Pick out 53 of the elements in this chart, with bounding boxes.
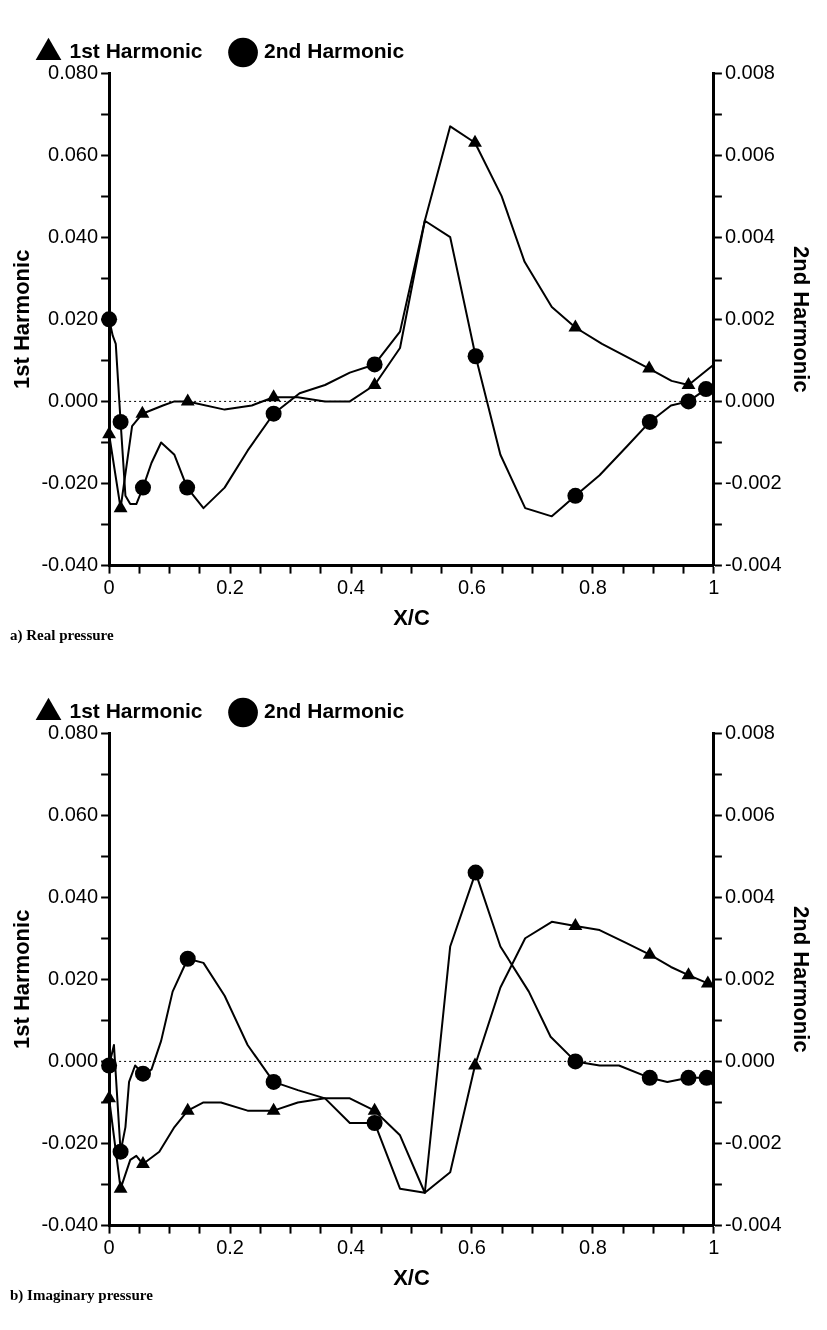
y2-tick-label: 0.000 [724,388,775,411]
y-tick-label: 0.000 [48,1048,99,1071]
x-tick-label: 0.2 [216,576,244,599]
y2-tick-label: 0.008 [724,720,775,743]
x-tick-label: 1 [708,576,720,599]
y-tick-label: -0.040 [41,553,99,576]
x-tick-label: 0 [103,576,115,599]
y-tick-label: -0.040 [41,1213,99,1236]
point [101,311,118,328]
legend-label: 1st Harmonic [69,699,203,723]
y2-axis-title: 2nd Harmonic [788,245,814,393]
text: b) Imaginary pressure [10,1287,154,1305]
y2-tick-label: 0.004 [724,884,775,907]
x-axis-title: X/C [393,604,430,630]
y-axis-title: 1st Harmonic [9,249,35,389]
y2-tick-label: 0.000 [724,1048,775,1071]
y-tick-label: 0.000 [48,388,99,411]
legend-label: 1st Harmonic [69,39,203,63]
y-tick-label: 0.080 [48,720,99,743]
y2-tick-label: -0.004 [724,1213,782,1236]
legend-label: 2nd Harmonic [264,699,405,723]
x-tick-label: 0.4 [337,576,365,599]
y2-tick-label: -0.002 [724,471,782,494]
x-tick-label: 1 [708,1236,720,1259]
text: a) Real pressure [10,627,114,645]
y2-axis-title: 2nd Harmonic [788,905,814,1053]
y2-tick-label: 0.006 [724,802,775,825]
x-tick-label: 0.4 [337,1236,365,1259]
y-tick-label: 0.020 [48,306,99,329]
y-tick-label: 0.060 [48,142,99,165]
x-axis-title: X/C [393,1264,430,1290]
x-tick-label: 0.8 [579,576,607,599]
x-tick-label: 0.6 [458,576,486,599]
y2-tick-label: -0.002 [724,1131,782,1154]
y2-tick-label: 0.006 [724,142,775,165]
x-tick-label: 0 [103,1236,115,1259]
y-tick-label: 0.080 [48,60,99,83]
y2-tick-label: 0.004 [724,224,775,247]
y2-tick-label: 0.002 [724,966,775,989]
y2-tick-label: 0.008 [724,60,775,83]
y-tick-label: 0.040 [48,884,99,907]
y-tick-label: 0.060 [48,802,99,825]
y-axis-title: 1st Harmonic [9,909,35,1049]
y2-tick-label: 0.002 [724,306,775,329]
y-tick-label: -0.020 [41,1131,99,1154]
y-tick-label: 0.020 [48,966,99,989]
y2-tick-label: -0.004 [724,553,782,576]
y-tick-label: -0.020 [41,471,99,494]
legend-label: 2nd Harmonic [264,39,405,63]
x-tick-label: 0.8 [579,1236,607,1259]
x-tick-label: 0.6 [458,1236,486,1259]
y-tick-label: 0.040 [48,224,99,247]
x-tick-label: 0.2 [216,1236,244,1259]
